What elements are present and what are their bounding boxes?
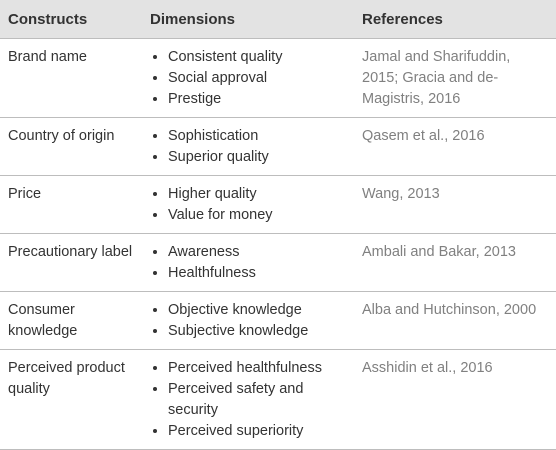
dimension-item: Value for money	[168, 205, 348, 226]
construct-cell: Precautionary label	[0, 233, 142, 292]
dimension-item: Awareness	[168, 242, 348, 263]
dimension-item: Superior quality	[168, 147, 348, 168]
header-cell: Constructs	[0, 0, 142, 39]
dimension-list: Higher qualityValue for money	[150, 184, 348, 226]
dimension-list: Perceived healthfulnessPerceived safety …	[150, 358, 348, 442]
reference-cell: Wang, 2013	[354, 175, 556, 234]
page: Constructs Dimensions References Brand n…	[0, 0, 556, 414]
construct-cell: Consumer knowledge	[0, 291, 142, 350]
dimension-list: Consistent qualitySocial approvalPrestig…	[150, 47, 348, 110]
dimension-item: Perceived superiority	[168, 421, 348, 442]
dimension-item: Prestige	[168, 89, 348, 110]
reference-cell: Asshidin et al., 2016	[354, 349, 556, 450]
header-cell: References	[354, 0, 556, 39]
table-row: Perceived product qualityPerceived healt…	[0, 349, 556, 450]
construct-cell: Price	[0, 175, 142, 234]
dimensions-cell: AwarenessHealthfulness	[142, 233, 354, 292]
dimension-item: Consistent quality	[168, 47, 348, 68]
dimension-list: AwarenessHealthfulness	[150, 242, 348, 284]
table-row: Country of originSophisticationSuperior …	[0, 117, 556, 176]
dimensions-cell: Perceived healthfulnessPerceived safety …	[142, 349, 354, 450]
dimension-list: SophisticationSuperior quality	[150, 126, 348, 168]
dimension-item: Perceived healthfulness	[168, 358, 348, 379]
dimensions-cell: Consistent qualitySocial approvalPrestig…	[142, 38, 354, 118]
table-row: PriceHigher qualityValue for moneyWang, …	[0, 175, 556, 234]
dimension-item: Objective knowledge	[168, 300, 348, 321]
table-row: Brand nameConsistent qualitySocial appro…	[0, 38, 556, 118]
table-row: Consumer knowledgeObjective knowledgeSub…	[0, 291, 556, 350]
dimension-item: Healthfulness	[168, 263, 348, 284]
dimension-item: Social approval	[168, 68, 348, 89]
construct-cell: Brand name	[0, 38, 142, 118]
table-row: Precautionary labelAwarenessHealthfulnes…	[0, 233, 556, 292]
dimensions-cell: Higher qualityValue for money	[142, 175, 354, 234]
dimension-item: Higher quality	[168, 184, 348, 205]
reference-cell: Jamal and Sharifuddin, 2015; Gracia and …	[354, 38, 556, 118]
dimensions-cell: SophisticationSuperior quality	[142, 117, 354, 176]
dimension-item: Sophistication	[168, 126, 348, 147]
dimension-list: Objective knowledgeSubjective knowledge	[150, 300, 348, 342]
table-body: Brand nameConsistent qualitySocial appro…	[0, 38, 556, 450]
construct-cell: Country of origin	[0, 117, 142, 176]
construct-cell: Perceived product quality	[0, 349, 142, 450]
dimension-item: Subjective knowledge	[168, 321, 348, 342]
header-row: Constructs Dimensions References	[0, 0, 556, 39]
dimension-item: Perceived safety and security	[168, 379, 348, 421]
header-cell: Dimensions	[142, 0, 354, 39]
table-header: Constructs Dimensions References	[0, 0, 556, 39]
reference-cell: Alba and Hutchinson, 2000	[354, 291, 556, 350]
reference-cell: Qasem et al., 2016	[354, 117, 556, 176]
reference-cell: Ambali and Bakar, 2013	[354, 233, 556, 292]
dimensions-cell: Objective knowledgeSubjective knowledge	[142, 291, 354, 350]
